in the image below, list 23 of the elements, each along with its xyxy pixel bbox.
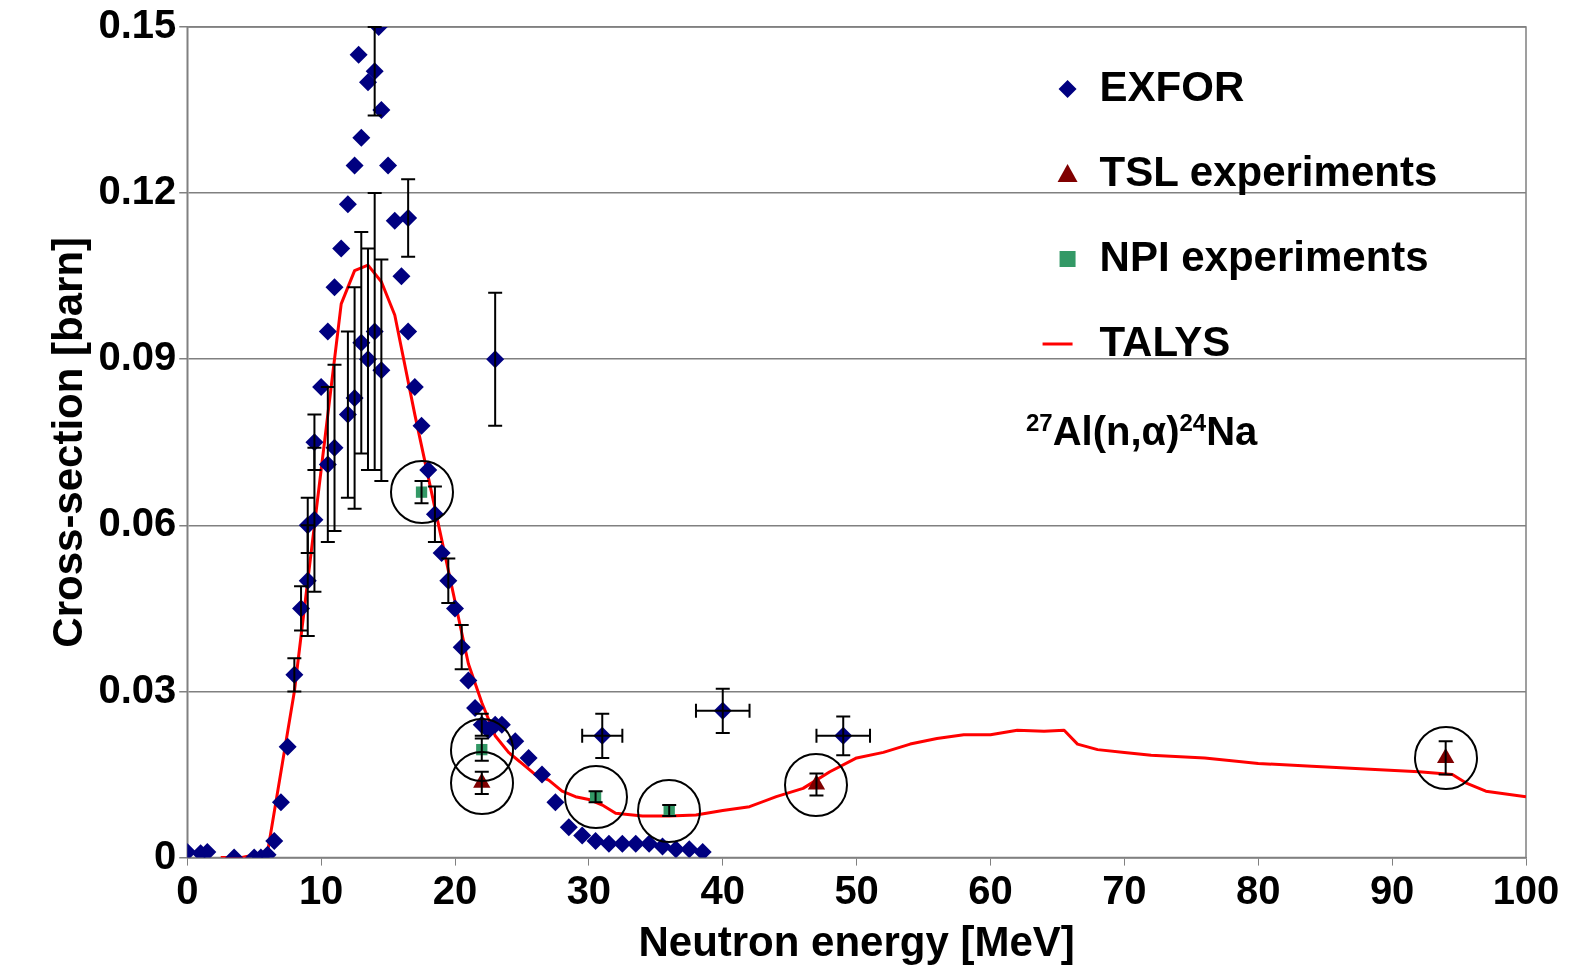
legend-label: EXFOR: [1099, 62, 1245, 110]
x-tick-label: 10: [298, 867, 344, 912]
x-tick-label: 90: [1369, 867, 1415, 912]
y-tick-label: 0.12: [98, 168, 177, 213]
x-tick-label: 40: [700, 867, 745, 912]
y-axis-title: Cross-section [barn]: [43, 236, 91, 648]
x-tick-label: 80: [1236, 867, 1281, 912]
x-tick-label: 50: [834, 867, 879, 912]
annotation: $^{27}$Al(n,α)$^{24}$Na: [1026, 409, 1258, 455]
x-tick-label: 20: [432, 867, 478, 912]
legend-label: TSL experiments: [1099, 147, 1438, 195]
y-tick-label: 0.15: [98, 2, 177, 47]
y-tick-label: 0.06: [98, 500, 177, 545]
legend-label: NPI experiments: [1099, 232, 1429, 280]
x-tick-label: 60: [968, 867, 1013, 912]
y-tick-label: 0: [154, 832, 177, 877]
x-axis-title: Neutron energy [MeV]: [638, 918, 1075, 966]
x-tick-label: 100: [1492, 867, 1560, 912]
x-tick-label: 70: [1102, 867, 1147, 912]
y-tick-label: 0.09: [98, 334, 177, 379]
y-tick-label: 0.03: [98, 666, 177, 711]
legend-label: TALYS: [1099, 317, 1231, 365]
x-tick-label: 30: [566, 867, 612, 912]
